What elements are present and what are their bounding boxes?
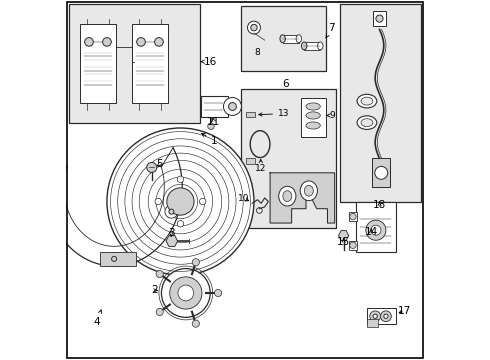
Circle shape [228,103,236,111]
Ellipse shape [279,186,296,206]
Bar [80,24,116,103]
Circle shape [165,205,178,218]
Text: 10: 10 [238,194,250,203]
Circle shape [112,256,117,261]
Bar [340,4,421,202]
Circle shape [108,252,121,265]
Bar [283,35,299,42]
Circle shape [161,269,210,318]
Circle shape [137,38,146,46]
Bar [246,112,255,117]
Circle shape [170,277,202,309]
Circle shape [156,270,163,278]
Ellipse shape [300,181,318,201]
Circle shape [54,209,59,214]
Bar [304,42,320,50]
Text: 4: 4 [94,310,101,327]
Circle shape [375,166,388,179]
Bar [132,24,168,103]
Circle shape [373,314,377,319]
Text: 16: 16 [201,57,218,67]
Text: 14: 14 [365,227,378,237]
Circle shape [107,128,254,275]
Circle shape [350,213,356,220]
Bar [356,202,395,252]
Ellipse shape [306,103,320,110]
Ellipse shape [301,42,307,50]
Circle shape [169,209,174,214]
Text: 2: 2 [151,285,158,296]
Circle shape [366,220,386,240]
Ellipse shape [318,42,323,50]
Text: 5: 5 [156,159,163,169]
Circle shape [192,259,199,266]
Ellipse shape [306,122,320,129]
Text: 3: 3 [168,228,174,238]
Ellipse shape [296,35,301,42]
Text: 18: 18 [373,200,386,210]
Bar [242,6,326,71]
Circle shape [192,320,199,327]
Circle shape [376,15,383,22]
Text: 6: 6 [282,79,289,89]
Text: 1: 1 [201,134,218,145]
Bar [367,309,395,324]
Bar [349,241,357,250]
Circle shape [177,176,184,183]
Ellipse shape [361,97,373,105]
Ellipse shape [283,191,292,202]
Circle shape [370,311,381,321]
Circle shape [247,21,260,34]
Bar [371,158,390,187]
Polygon shape [270,173,335,223]
Circle shape [155,198,161,205]
Circle shape [199,198,206,205]
Polygon shape [339,231,349,240]
Circle shape [381,311,392,321]
Ellipse shape [357,116,377,130]
Circle shape [85,38,93,46]
Circle shape [251,24,257,31]
Bar [300,98,326,137]
Bar [242,89,337,228]
Circle shape [167,188,194,215]
Bar [246,158,255,164]
Text: 7: 7 [326,23,335,38]
Text: 11: 11 [207,117,220,127]
Circle shape [50,205,63,218]
Ellipse shape [361,119,373,127]
Bar [201,96,228,117]
Circle shape [384,314,388,319]
Circle shape [178,285,194,301]
Bar [367,319,378,327]
Circle shape [155,38,163,46]
Text: 15: 15 [337,237,350,247]
Circle shape [177,221,184,227]
Circle shape [223,98,242,116]
Text: 9: 9 [326,111,335,120]
Text: 12: 12 [255,159,267,173]
Ellipse shape [304,185,313,196]
Circle shape [371,225,381,235]
Ellipse shape [357,94,377,108]
Circle shape [156,309,163,315]
Text: 13: 13 [259,109,290,118]
Bar [100,252,136,266]
Circle shape [147,162,157,172]
Text: 8: 8 [254,48,260,57]
Bar [69,4,200,123]
Ellipse shape [306,112,320,119]
Bar [373,12,386,26]
Circle shape [102,38,111,46]
Text: 17: 17 [398,306,412,316]
Polygon shape [166,235,177,247]
Circle shape [350,242,356,248]
Circle shape [208,123,214,130]
Ellipse shape [280,35,285,42]
Bar [349,212,357,221]
Circle shape [215,289,221,297]
